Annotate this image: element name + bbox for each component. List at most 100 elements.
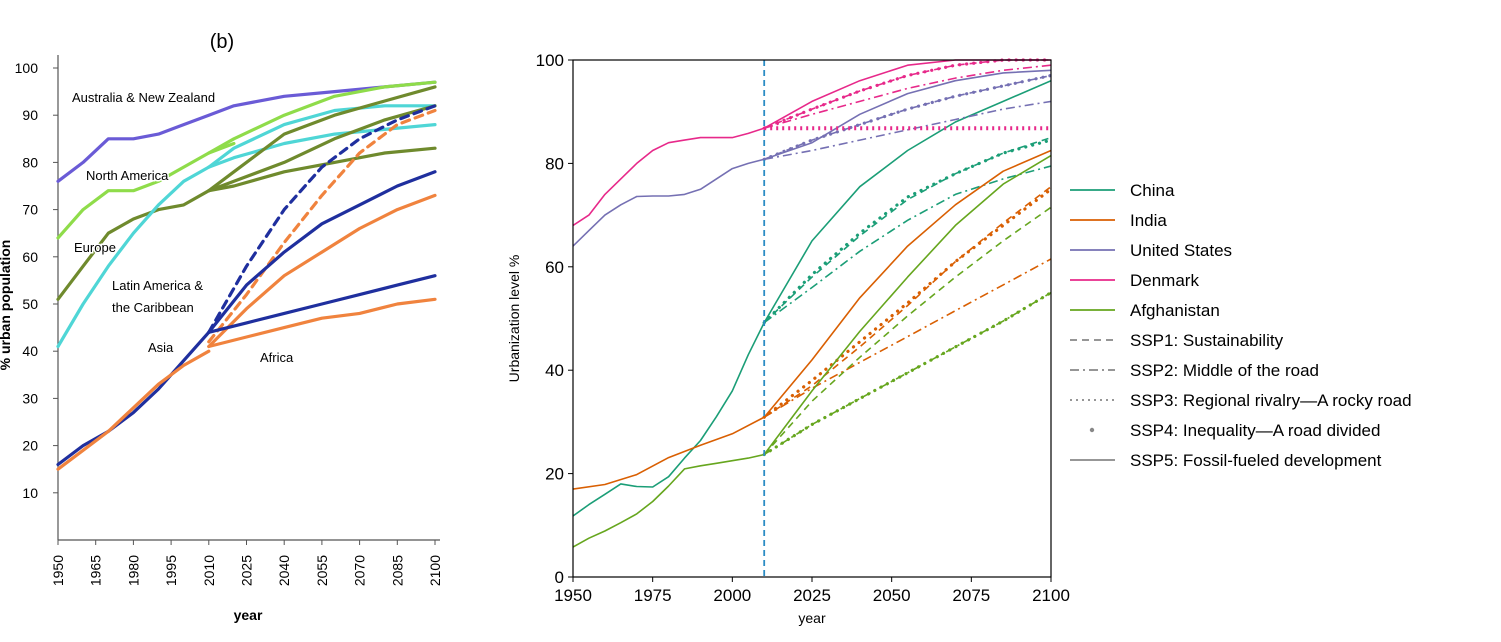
legend-entry: China xyxy=(1070,181,1175,200)
left-series-line xyxy=(207,104,437,334)
left-annotation-label: Europe xyxy=(74,240,116,255)
legend-label: Afghanistan xyxy=(1130,301,1220,320)
left-y-tick-label: 90 xyxy=(22,107,38,123)
right-y-tick-label: 100 xyxy=(536,51,564,70)
left-x-tick-label: 1950 xyxy=(50,555,66,586)
right-series-line xyxy=(573,127,765,227)
right-series-line xyxy=(762,187,1051,419)
left-annotation-label: the Caribbean xyxy=(112,300,194,315)
right-series-line xyxy=(763,74,1051,161)
right-y-tick-label: 80 xyxy=(545,154,564,173)
legend-label: SSP5: Fossil-fueled development xyxy=(1130,451,1382,470)
left-series-line xyxy=(56,330,211,467)
left-series-line xyxy=(56,349,211,471)
right-series-line xyxy=(573,416,765,490)
left-series-line xyxy=(56,80,437,183)
right-series-line xyxy=(763,258,1051,418)
right-x-tick-label: 2000 xyxy=(713,586,751,605)
left-series-line xyxy=(207,170,437,334)
left-annotation-label: North America xyxy=(86,168,169,183)
legend-label: SSP4: Inequality—A road divided xyxy=(1130,421,1380,440)
right-series-line xyxy=(764,100,1051,161)
legend-label: India xyxy=(1130,211,1167,230)
left-series-line xyxy=(56,189,211,301)
right-series-line xyxy=(573,453,765,548)
left-series-line xyxy=(207,297,437,349)
right-y-tick-label: 40 xyxy=(545,361,564,380)
right-series-line xyxy=(762,73,1051,161)
right-x-tick-label: 2075 xyxy=(952,586,990,605)
legend-label: SSP3: Regional rivalry—A rocky road xyxy=(1130,391,1412,410)
right-y-tick-label: 0 xyxy=(555,568,564,587)
right-series-line xyxy=(763,79,1051,324)
right-series-line xyxy=(763,165,1051,324)
left-x-tick-label: 1965 xyxy=(88,555,104,586)
left-x-tick-label: 2010 xyxy=(201,555,217,586)
chart-legend: China India United States Denmark Afghanista… xyxy=(1070,181,1412,470)
right-series-line xyxy=(763,291,1051,456)
left-series-line xyxy=(207,274,437,334)
left-series-line xyxy=(207,104,437,193)
right-series-line xyxy=(763,136,1051,324)
legend-entry: SSP3: Regional rivalry—A rocky road xyxy=(1070,391,1412,410)
left-x-axis-label: year xyxy=(234,607,263,623)
left-chart-title: (b) xyxy=(210,31,234,53)
left-y-tick-label: 100 xyxy=(15,60,39,76)
legend-entry: Denmark xyxy=(1070,271,1199,290)
left-series-line xyxy=(56,141,236,240)
right-series-line xyxy=(763,69,1051,161)
legend-marker xyxy=(1089,427,1095,433)
left-series-line xyxy=(56,165,211,349)
right-series-line xyxy=(763,186,1051,418)
right-series-line xyxy=(763,154,1051,455)
left-y-tick-label: 50 xyxy=(22,296,38,312)
left-y-tick-label: 10 xyxy=(22,485,38,501)
legend-entry: SSP2: Middle of the road xyxy=(1070,361,1319,380)
left-y-tick-label: 60 xyxy=(22,249,38,265)
legend-entry: Afghanistan xyxy=(1070,301,1220,320)
left-x-tick-label: 2100 xyxy=(427,555,443,586)
left-y-tick-label: 40 xyxy=(22,343,38,359)
left-chart-panel: 10 20 30 40 50 60 70 80 90 100 1950 1965 1980 1995 201… xyxy=(0,0,455,642)
left-series-line xyxy=(207,80,437,155)
legend-entry: India xyxy=(1070,211,1167,230)
legend-entry: SSP5: Fossil-fueled development xyxy=(1070,451,1382,470)
legend-label: SSP2: Middle of the road xyxy=(1130,361,1319,380)
left-series-line xyxy=(207,104,437,169)
right-x-tick-label: 1975 xyxy=(634,586,672,605)
right-y-tick-label: 60 xyxy=(545,258,564,277)
legend-label: China xyxy=(1130,181,1175,200)
right-x-tick-label: 2100 xyxy=(1032,586,1070,605)
left-y-tick-label: 20 xyxy=(22,438,38,454)
right-series-line xyxy=(763,149,1051,418)
left-series-line xyxy=(207,108,437,344)
right-x-tick-label: 1950 xyxy=(554,586,592,605)
left-x-tick-label: 2055 xyxy=(314,555,330,586)
right-series-line xyxy=(762,291,1051,457)
right-chart-panel: 0 20 40 60 80 100 1950 1975 2000 2025 2050 2075 2100… xyxy=(506,51,1070,626)
legend-entry: SSP1: Sustainability xyxy=(1070,331,1284,350)
right-plot-frame xyxy=(572,59,1052,578)
right-series-line xyxy=(762,138,1051,325)
legend-label: Denmark xyxy=(1130,271,1199,290)
left-series-line xyxy=(207,85,437,193)
legend-entry: SSP4: Inequality—A road divided xyxy=(1089,421,1380,440)
left-y-axis-label: % urban population xyxy=(0,240,13,371)
left-x-tick-label: 2070 xyxy=(352,555,368,586)
left-series-line xyxy=(207,146,437,193)
left-x-tick-label: 2085 xyxy=(389,555,405,586)
legend-label: United States xyxy=(1130,241,1232,260)
right-series-line xyxy=(763,206,1051,456)
left-x-tick-label: 1980 xyxy=(125,555,141,586)
left-annotation-label: Africa xyxy=(260,350,294,365)
right-x-tick-label: 2025 xyxy=(793,586,831,605)
right-y-axis-label: Urbanization level % xyxy=(506,255,522,383)
left-x-tick-label: 2040 xyxy=(276,555,292,586)
right-series-line xyxy=(573,322,765,517)
left-y-tick-label: 30 xyxy=(22,390,38,406)
left-panel-background xyxy=(0,0,455,642)
right-x-tick-label: 2050 xyxy=(873,586,911,605)
legend-label: SSP1: Sustainability xyxy=(1130,331,1284,350)
left-x-tick-label: 1995 xyxy=(163,555,179,586)
